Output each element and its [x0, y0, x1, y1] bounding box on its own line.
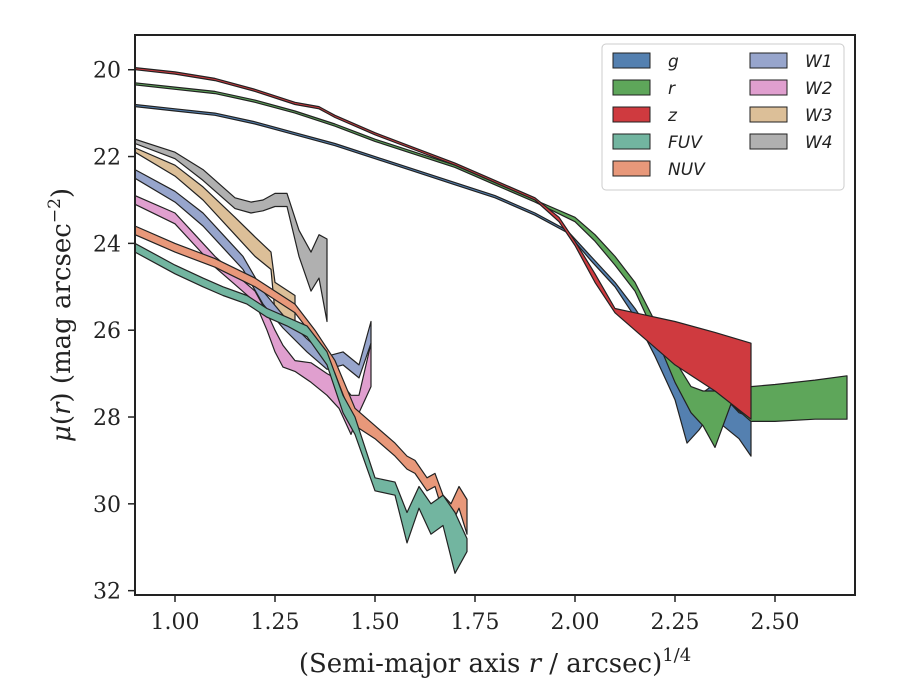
legend-swatch-nuv	[612, 160, 651, 177]
legend-swatch-w2	[749, 79, 788, 96]
legend-label-r: r	[668, 79, 676, 99]
x-tick-label: 2.50	[751, 610, 800, 635]
legend-swatch-z	[612, 106, 651, 123]
legend-label-w3: W3	[805, 106, 833, 126]
legend-swatch-w1	[749, 52, 788, 69]
legend-label-w1: W1	[805, 52, 833, 72]
axes: 1.00 1.25 1.50 1.75 2.00 2.25 2.50 20 22 24 26 28 30…	[93, 34, 856, 635]
legend-swatch-r	[612, 79, 651, 96]
legend-label-nuv: NUV	[668, 160, 706, 180]
legend-label-w2: W2	[805, 79, 833, 99]
x-tick-label: 1.25	[251, 610, 300, 635]
y-tick-label: 28	[93, 406, 121, 431]
x-tick-label: 2.00	[551, 610, 600, 635]
legend-label-g: g	[668, 52, 679, 72]
y-tick-label: 22	[93, 146, 121, 171]
legend-label-w4: W4	[805, 133, 833, 153]
y-tick-label: 32	[93, 580, 121, 605]
profile-bands	[135, 66, 848, 574]
legend-label-fuv: FUV	[668, 133, 703, 153]
band-g	[135, 103, 752, 457]
x-tick-label: 1.50	[351, 610, 400, 635]
x-tick-label: 2.25	[651, 610, 700, 635]
y-tick-label: 20	[93, 59, 121, 84]
legend-swatch-fuv	[612, 133, 651, 150]
x-axis-label: (Semi-major axis r / arcsec)1/4	[299, 645, 691, 679]
plot-frame	[134, 34, 856, 596]
legend: grz FUV NUV W1 W2 W3 W4	[601, 43, 845, 191]
y-axis-label: μ(r) (mag arcsec−2)	[45, 188, 77, 442]
legend-swatch-w4	[749, 133, 788, 150]
x-tick-label: 1.75	[451, 610, 500, 635]
legend-swatch-w3	[749, 106, 788, 123]
x-tick-label: 1.00	[151, 610, 200, 635]
y-tick-label: 26	[93, 319, 121, 344]
y-tick-label: 24	[93, 232, 121, 257]
legend-swatch-g	[612, 52, 651, 69]
band-w4	[135, 138, 328, 323]
band-z	[135, 66, 752, 420]
band-w2	[135, 195, 372, 435]
legend-label-z: z	[667, 106, 678, 126]
y-tick-label: 30	[93, 493, 121, 518]
band-w1	[135, 169, 372, 379]
band-fuv	[135, 242, 468, 574]
